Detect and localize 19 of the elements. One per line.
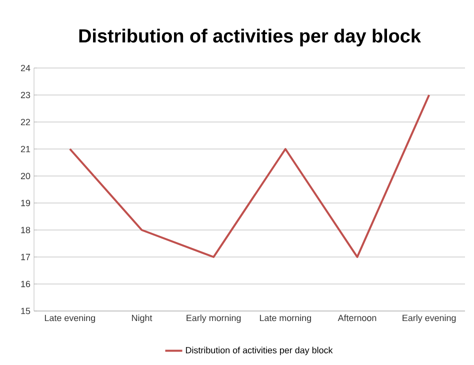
y-tick-label: 17 bbox=[21, 254, 30, 260]
y-tick-label: 15 bbox=[21, 308, 30, 314]
y-tick-label: 19 bbox=[21, 200, 30, 206]
x-tick-label: Afternoon bbox=[338, 314, 376, 322]
y-tick-label: 23 bbox=[20, 92, 30, 98]
x-tick-label: Early evening bbox=[402, 314, 456, 323]
y-tick-label: 18 bbox=[21, 226, 30, 234]
x-tick-label: Late evening bbox=[44, 314, 95, 323]
x-tick-label: Late morning bbox=[260, 314, 311, 323]
y-tick-label: 24 bbox=[20, 64, 30, 72]
y-tick-label: 21 bbox=[20, 146, 30, 152]
y-tick-label: 22 bbox=[20, 118, 30, 126]
legend-label: Distribution of activities per day block bbox=[186, 346, 333, 356]
x-tick-label: Early morning bbox=[186, 314, 241, 323]
y-tick-label: 20 bbox=[20, 172, 30, 180]
chart-title: Distribution of activities per day block bbox=[79, 28, 421, 46]
x-tick-label: Night bbox=[132, 314, 152, 323]
line-series bbox=[68, 94, 430, 258]
y-tick-label: 16 bbox=[21, 280, 30, 288]
